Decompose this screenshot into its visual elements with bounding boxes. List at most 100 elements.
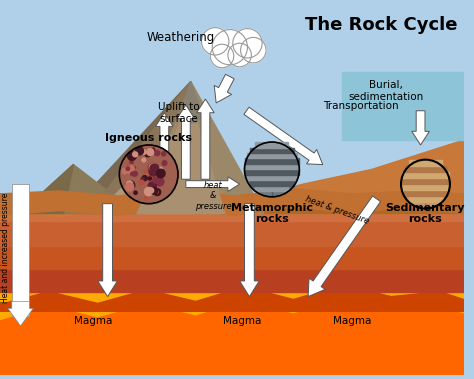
Circle shape xyxy=(126,181,135,190)
Circle shape xyxy=(122,168,128,174)
Polygon shape xyxy=(137,101,225,213)
Circle shape xyxy=(151,187,158,194)
Circle shape xyxy=(146,174,155,183)
Circle shape xyxy=(142,175,147,181)
Bar xyxy=(0,326,464,375)
Bar xyxy=(401,178,450,184)
Circle shape xyxy=(155,190,158,193)
Polygon shape xyxy=(0,243,464,269)
Polygon shape xyxy=(19,164,73,213)
FancyArrow shape xyxy=(186,177,240,191)
Circle shape xyxy=(145,169,148,173)
Circle shape xyxy=(162,161,167,165)
Circle shape xyxy=(148,188,154,193)
FancyArrow shape xyxy=(244,107,323,164)
Bar xyxy=(245,164,299,169)
Bar xyxy=(245,169,299,175)
Circle shape xyxy=(133,152,137,157)
Circle shape xyxy=(148,163,156,172)
Text: Uplift to
surface: Uplift to surface xyxy=(158,102,200,124)
Text: The Rock Cycle: The Rock Cycle xyxy=(305,16,458,34)
Circle shape xyxy=(147,149,154,155)
Polygon shape xyxy=(342,72,464,140)
Circle shape xyxy=(245,142,299,197)
Text: Igneous rocks: Igneous rocks xyxy=(105,133,192,143)
Circle shape xyxy=(162,152,166,156)
Text: Magma: Magma xyxy=(223,316,262,326)
Bar xyxy=(255,142,288,147)
FancyArrow shape xyxy=(412,111,429,145)
Text: Heat and increased pressure: Heat and increased pressure xyxy=(1,193,10,303)
Bar xyxy=(404,166,447,172)
Circle shape xyxy=(150,164,159,173)
Polygon shape xyxy=(264,140,464,213)
FancyArrow shape xyxy=(197,99,214,179)
Bar xyxy=(402,184,449,190)
Circle shape xyxy=(212,30,247,65)
Polygon shape xyxy=(0,299,464,375)
Bar xyxy=(404,190,447,196)
Polygon shape xyxy=(0,267,464,292)
Circle shape xyxy=(228,43,251,67)
Text: Transportation: Transportation xyxy=(323,101,398,111)
Bar xyxy=(250,147,294,153)
Text: Weathering: Weathering xyxy=(147,31,215,44)
Circle shape xyxy=(127,181,132,187)
Polygon shape xyxy=(19,164,137,213)
Bar xyxy=(247,175,297,180)
Circle shape xyxy=(130,161,133,164)
Circle shape xyxy=(241,38,266,63)
Circle shape xyxy=(147,171,155,179)
Circle shape xyxy=(148,177,151,180)
Circle shape xyxy=(156,178,164,186)
Circle shape xyxy=(131,172,134,175)
Bar xyxy=(255,186,288,191)
Bar xyxy=(12,184,29,316)
Circle shape xyxy=(153,177,159,183)
Circle shape xyxy=(210,44,234,68)
Circle shape xyxy=(141,178,144,181)
Bar xyxy=(0,292,464,321)
Text: heat
&
pressure: heat & pressure xyxy=(195,181,231,211)
Text: Magma: Magma xyxy=(333,316,371,326)
Circle shape xyxy=(149,164,155,171)
Circle shape xyxy=(132,166,136,169)
Circle shape xyxy=(128,152,136,160)
FancyArrow shape xyxy=(177,105,195,179)
Circle shape xyxy=(148,182,156,190)
Circle shape xyxy=(151,148,155,152)
Bar xyxy=(250,180,294,186)
Circle shape xyxy=(127,163,130,166)
FancyArrow shape xyxy=(98,204,118,297)
FancyArrow shape xyxy=(155,113,173,179)
Circle shape xyxy=(126,168,129,171)
Circle shape xyxy=(201,28,229,55)
Circle shape xyxy=(139,180,144,185)
Circle shape xyxy=(145,195,149,200)
Bar xyxy=(245,158,299,164)
Circle shape xyxy=(154,189,161,196)
Text: Magma: Magma xyxy=(74,316,112,326)
Circle shape xyxy=(126,167,129,171)
Polygon shape xyxy=(0,194,464,221)
Bar xyxy=(402,172,449,178)
FancyArrow shape xyxy=(214,74,234,103)
Text: Sedimentary
rocks: Sedimentary rocks xyxy=(386,203,465,224)
Circle shape xyxy=(119,145,178,204)
FancyArrow shape xyxy=(8,301,33,326)
Bar xyxy=(0,306,464,346)
Circle shape xyxy=(153,150,157,154)
Circle shape xyxy=(152,168,155,171)
FancyArrow shape xyxy=(308,196,381,297)
Polygon shape xyxy=(264,194,464,213)
Circle shape xyxy=(155,150,160,156)
Text: Metamorphic
rocks: Metamorphic rocks xyxy=(231,203,313,224)
Polygon shape xyxy=(0,189,464,215)
Polygon shape xyxy=(137,81,264,213)
Circle shape xyxy=(233,28,262,58)
Polygon shape xyxy=(88,81,191,213)
Circle shape xyxy=(401,160,450,208)
Circle shape xyxy=(142,158,146,162)
Circle shape xyxy=(149,168,157,176)
Circle shape xyxy=(156,169,165,178)
